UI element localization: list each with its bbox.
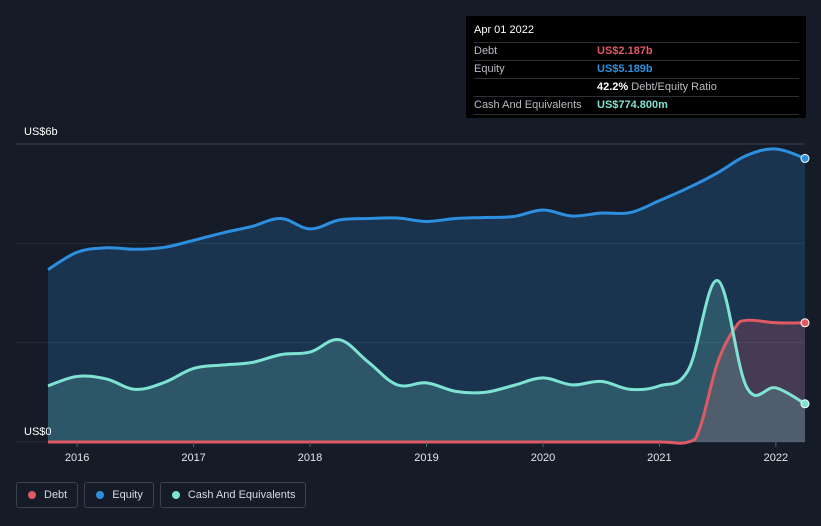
area-equity xyxy=(48,148,805,442)
tooltip-ratio-number: 42.2% xyxy=(597,81,629,93)
x-tick-label: 2018 xyxy=(298,452,322,464)
line-cash-and-equivalents xyxy=(47,279,806,406)
point-debt xyxy=(800,318,810,328)
tooltip-equity-value: US$5.189b xyxy=(597,63,653,75)
tooltip-equity-label: Equity xyxy=(474,63,505,75)
area-cash-and-equivalents xyxy=(48,280,805,442)
legend-dot-cash-icon xyxy=(171,491,180,499)
legend-dot-equity-icon xyxy=(96,491,105,499)
legend-label-equity: Equity xyxy=(112,489,143,501)
point-cash-and-equivalents xyxy=(800,399,810,409)
tooltip-cash-value: US$774.800m xyxy=(597,99,668,111)
chart-legend: Debt Equity Cash And Equivalents xyxy=(16,482,307,510)
x-tick-label: 2016 xyxy=(65,452,89,464)
legend-item-cash[interactable]: Cash And Equivalents xyxy=(159,482,307,508)
tooltip-row-ratio: 42.2% Debt/Equity Ratio xyxy=(474,79,799,97)
legend-dot-debt-icon xyxy=(28,491,36,499)
line-equity xyxy=(47,147,806,271)
tooltip-row-cash: Cash And Equivalents US$774.800m xyxy=(474,97,799,115)
legend-label-debt: Debt xyxy=(44,489,68,501)
series-end-markers xyxy=(800,153,810,409)
point-equity xyxy=(800,153,810,163)
x-tick-label: 2022 xyxy=(764,452,788,464)
x-tick-label: 2017 xyxy=(181,452,205,464)
tooltip-date: Apr 01 2022 xyxy=(474,24,799,43)
tooltip-ratio-value: 42.2% Debt/Equity Ratio xyxy=(597,79,717,96)
legend-item-debt[interactable]: Debt xyxy=(16,482,79,508)
y-axis-bottom-label: US$0 xyxy=(24,426,52,438)
area-debt xyxy=(48,320,805,444)
tooltip-cash-label: Cash And Equivalents xyxy=(474,99,582,111)
series-areas xyxy=(48,148,805,444)
x-tick-label: 2019 xyxy=(414,452,438,464)
x-tick-label: 2021 xyxy=(647,452,671,464)
y-axis-top-label: US$6b xyxy=(24,126,58,138)
tooltip-ratio-suffix: Debt/Equity Ratio xyxy=(631,81,717,93)
x-tick-label: 2020 xyxy=(531,452,555,464)
tooltip-debt-label: Debt xyxy=(474,45,498,57)
tooltip-debt-value: US$2.187b xyxy=(597,45,653,57)
hover-tooltip: Apr 01 2022 Debt US$2.187b Equity US$5.1… xyxy=(466,16,806,118)
tooltip-row-equity: Equity US$5.189b xyxy=(474,61,799,79)
x-axis: 2016 2017 2018 2019 2020 2021 2022 xyxy=(65,442,788,464)
legend-label-cash: Cash And Equivalents xyxy=(187,489,296,501)
legend-item-equity[interactable]: Equity xyxy=(84,482,154,508)
tooltip-row-debt: Debt US$2.187b xyxy=(474,43,799,61)
